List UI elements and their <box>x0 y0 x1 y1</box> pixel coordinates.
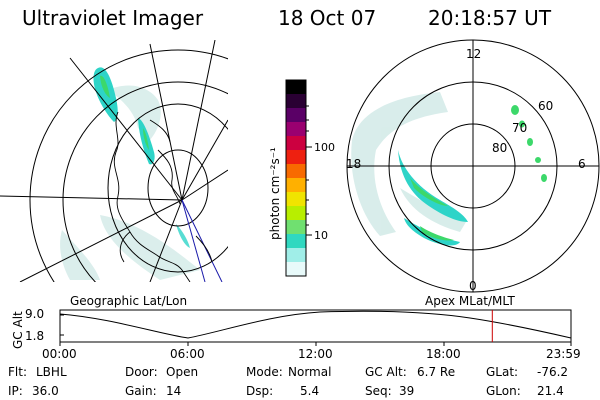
colorbar-segment <box>286 80 306 95</box>
colorbar-tick-10: 10 <box>314 229 328 242</box>
colorbar-segment <box>286 234 306 249</box>
colorbar-segment <box>286 178 306 193</box>
timeline <box>59 309 572 346</box>
seq-label: Seq: <box>365 384 392 398</box>
seq-value: 39 <box>399 384 415 398</box>
timeline-axis-title: GC Alt <box>11 311 25 349</box>
flt-label: Flt: <box>8 365 27 379</box>
gain-label: Gain: <box>125 384 157 398</box>
app-title: Ultraviolet Imager <box>22 6 204 30</box>
door-value: Open <box>166 365 199 379</box>
aurora-haze-right <box>351 92 466 236</box>
ip-value: 36.0 <box>32 384 59 398</box>
lat-label-60: 60 <box>538 99 553 113</box>
glat-value: -76.2 <box>537 365 569 379</box>
glat-label: GLat: <box>486 365 519 379</box>
mlt-label-0: 0 <box>469 279 477 293</box>
polar-plot <box>346 39 600 293</box>
timeline-xtick-1800: 18:00 <box>426 347 461 361</box>
glon-label: GLon: <box>486 384 521 398</box>
mlt-label-12: 12 <box>466 47 481 61</box>
colorbar-segment <box>286 220 306 235</box>
timeline-ytick-1: 1.8 <box>25 329 44 343</box>
colorbar-segment <box>286 248 306 263</box>
colorbar-tick-100: 100 <box>314 141 335 154</box>
geographic-map <box>0 40 228 282</box>
mlt-label-18: 18 <box>346 157 361 171</box>
colorbar-segment <box>286 262 306 277</box>
colorbar-unit-label: photon cm⁻²s⁻¹ <box>268 147 282 240</box>
image-time: 20:18:57 UT <box>428 6 552 30</box>
colorbar-segment <box>286 150 306 165</box>
colorbar-segment <box>286 122 306 137</box>
lat-label-70: 70 <box>512 121 527 135</box>
timeline-xtick-1200: 12:00 <box>298 347 333 361</box>
colorbar-segment <box>286 206 306 221</box>
ip-label: IP: <box>8 384 23 398</box>
mlt-label-6: 6 <box>578 157 586 171</box>
coastline <box>113 111 213 282</box>
aurora-core-right <box>410 105 547 241</box>
gcalt-label: GC Alt: <box>365 365 407 379</box>
right-panel-label: Apex MLat/MLT <box>425 294 515 308</box>
dsp-label: Dsp: <box>246 384 274 398</box>
gcalt-value: 6.7 Re <box>417 365 456 379</box>
colorbar-segment <box>286 94 306 109</box>
colorbar-segment <box>286 164 306 179</box>
dsp-value: 5.4 <box>300 384 320 398</box>
aurora-haze-left <box>60 85 200 280</box>
altitude-curve <box>59 310 572 339</box>
timeline-ytick-9: 9.0 <box>25 307 44 321</box>
timeline-xtick-0600: 06:00 <box>170 347 205 361</box>
timeline-xtick-0000: 00:00 <box>42 347 77 361</box>
colorbar-segment <box>286 192 306 207</box>
timeline-xtick-2359: 23:59 <box>546 347 581 361</box>
mode-value: Normal <box>288 365 332 379</box>
lat-label-80: 80 <box>492 141 507 155</box>
flt-value: LBHL <box>36 365 67 379</box>
aurora-core-left <box>100 75 149 150</box>
glon-value: 21.4 <box>537 384 564 398</box>
left-panel-label: Geographic Lat/Lon <box>70 294 188 308</box>
colorbar-segment <box>286 136 306 151</box>
image-date: 18 Oct 07 <box>278 6 377 30</box>
colorbar-segment <box>286 108 306 123</box>
mode-label: Mode: <box>246 365 283 379</box>
gain-value: 14 <box>166 384 182 398</box>
colorbar <box>286 80 306 277</box>
door-label: Door: <box>125 365 158 379</box>
